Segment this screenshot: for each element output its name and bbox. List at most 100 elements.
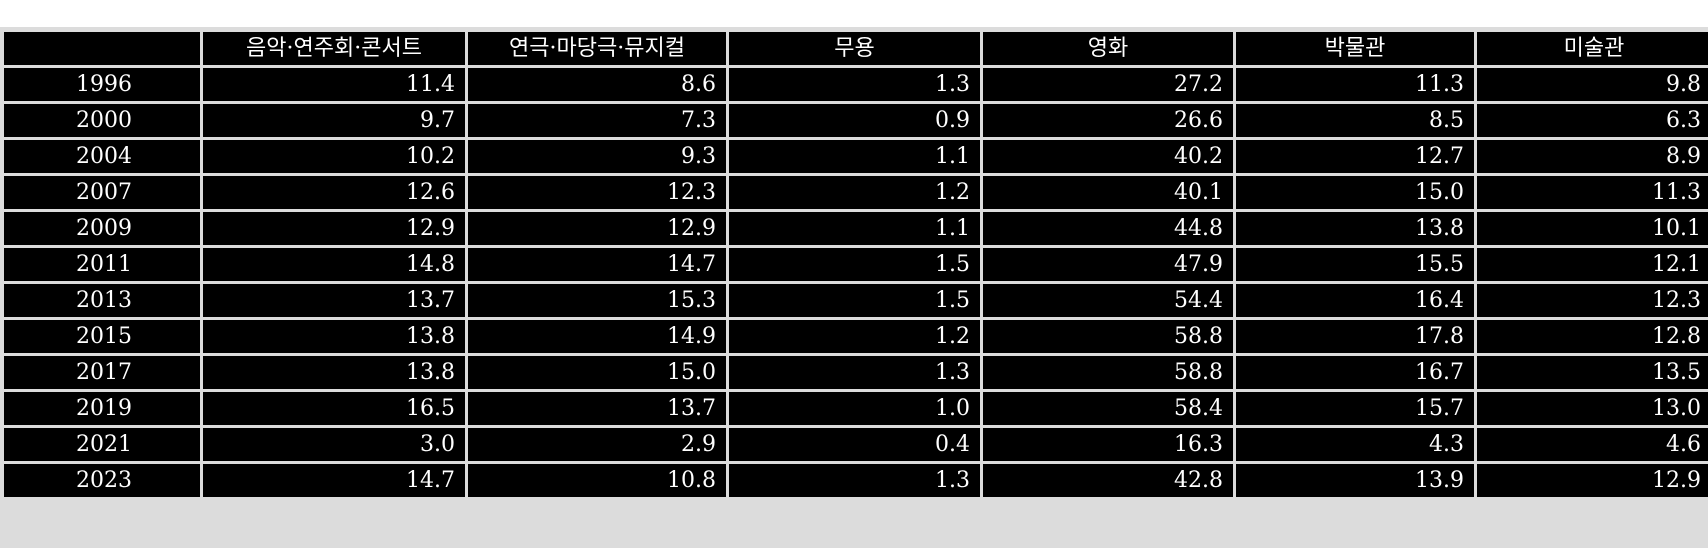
table-row: 2021 3.0 2.9 0.4 16.3 4.3 4.6: [4, 428, 1708, 461]
table-cell: 27.2: [983, 68, 1233, 101]
table-cell: 10.2: [203, 140, 465, 173]
table-cell: 14.7: [203, 464, 465, 497]
table-cell: 11.3: [1236, 68, 1474, 101]
table-cell: 2.9: [468, 428, 726, 461]
table-cell: 42.8: [983, 464, 1233, 497]
table-cell: 13.7: [468, 392, 726, 425]
table-cell: 58.4: [983, 392, 1233, 425]
table-cell: 13.8: [203, 320, 465, 353]
row-header-year: 2000: [4, 104, 200, 137]
table-cell: 13.9: [1236, 464, 1474, 497]
table-cell: 26.6: [983, 104, 1233, 137]
table-cell: 12.9: [468, 212, 726, 245]
column-header: 영화: [983, 32, 1233, 65]
table-cell: 1.3: [729, 464, 980, 497]
table-cell: 54.4: [983, 284, 1233, 317]
table-row: 2009 12.9 12.9 1.1 44.8 13.8 10.1: [4, 212, 1708, 245]
header-corner-cell: [4, 32, 200, 65]
table-cell: 12.8: [1477, 320, 1708, 353]
table-cell: 47.9: [983, 248, 1233, 281]
table-cell: 40.2: [983, 140, 1233, 173]
header-row: 음악·연주회·콘서트 연극·마당극·뮤지컬 무용 영화 박물관 미술관: [4, 32, 1708, 65]
table-cell: 8.5: [1236, 104, 1474, 137]
row-header-year: 2004: [4, 140, 200, 173]
table-row: 2007 12.6 12.3 1.2 40.1 15.0 11.3: [4, 176, 1708, 209]
table-cell: 15.0: [468, 356, 726, 389]
table-cell: 14.8: [203, 248, 465, 281]
column-header: 음악·연주회·콘서트: [203, 32, 465, 65]
row-header-year: 1996: [4, 68, 200, 101]
table-cell: 15.3: [468, 284, 726, 317]
table-cell: 11.4: [203, 68, 465, 101]
table-cell: 4.3: [1236, 428, 1474, 461]
table-cell: 17.8: [1236, 320, 1474, 353]
table-cell: 6.3: [1477, 104, 1708, 137]
table-cell: 1.5: [729, 284, 980, 317]
table-cell: 9.3: [468, 140, 726, 173]
table-row: 2000 9.7 7.3 0.9 26.6 8.5 6.3: [4, 104, 1708, 137]
table-cell: 12.9: [1477, 464, 1708, 497]
table-cell: 12.3: [468, 176, 726, 209]
table-cell: 13.8: [1236, 212, 1474, 245]
table-row: 2015 13.8 14.9 1.2 58.8 17.8 12.8: [4, 320, 1708, 353]
table-cell: 10.1: [1477, 212, 1708, 245]
table-cell: 1.1: [729, 212, 980, 245]
table-cell: 12.3: [1477, 284, 1708, 317]
table-cell: 12.1: [1477, 248, 1708, 281]
column-header: 무용: [729, 32, 980, 65]
table-cell: 12.9: [203, 212, 465, 245]
table-cell: 16.4: [1236, 284, 1474, 317]
table-cell: 10.8: [468, 464, 726, 497]
table-cell: 4.6: [1477, 428, 1708, 461]
table-cell: 0.4: [729, 428, 980, 461]
row-header-year: 2007: [4, 176, 200, 209]
table-row: 2017 13.8 15.0 1.3 58.8 16.7 13.5: [4, 356, 1708, 389]
row-header-year: 2021: [4, 428, 200, 461]
row-header-year: 2023: [4, 464, 200, 497]
column-header: 미술관: [1477, 32, 1708, 65]
table-cell: 11.3: [1477, 176, 1708, 209]
table-cell: 13.7: [203, 284, 465, 317]
row-header-year: 2015: [4, 320, 200, 353]
table-cell: 1.2: [729, 320, 980, 353]
table-cell: 14.9: [468, 320, 726, 353]
table-body: 1996 11.4 8.6 1.3 27.2 11.3 9.8 2000 9.7 7.3 0.9 26…: [4, 68, 1708, 497]
table-cell: 0.9: [729, 104, 980, 137]
table-row: 2004 10.2 9.3 1.1 40.2 12.7 8.9: [4, 140, 1708, 173]
table-cell: 13.5: [1477, 356, 1708, 389]
row-header-year: 2009: [4, 212, 200, 245]
table-row: 2013 13.7 15.3 1.5 54.4 16.4 12.3: [4, 284, 1708, 317]
table-cell: 15.5: [1236, 248, 1474, 281]
table-cell: 14.7: [468, 248, 726, 281]
row-header-year: 2019: [4, 392, 200, 425]
table-container: 음악·연주회·콘서트 연극·마당극·뮤지컬 무용 영화 박물관 미술관 1996…: [0, 27, 1708, 548]
table-cell: 44.8: [983, 212, 1233, 245]
row-header-year: 2011: [4, 248, 200, 281]
table-cell: 1.0: [729, 392, 980, 425]
table-row: 2019 16.5 13.7 1.0 58.4 15.7 13.0: [4, 392, 1708, 425]
table-row: 1996 11.4 8.6 1.3 27.2 11.3 9.8: [4, 68, 1708, 101]
table-cell: 9.7: [203, 104, 465, 137]
table-cell: 1.3: [729, 68, 980, 101]
table-cell: 1.3: [729, 356, 980, 389]
table-row: 2023 14.7 10.8 1.3 42.8 13.9 12.9: [4, 464, 1708, 497]
column-header: 박물관: [1236, 32, 1474, 65]
table-cell: 40.1: [983, 176, 1233, 209]
table-cell: 58.8: [983, 320, 1233, 353]
table-cell: 12.6: [203, 176, 465, 209]
table-cell: 15.0: [1236, 176, 1474, 209]
table-cell: 12.7: [1236, 140, 1474, 173]
table-cell: 8.6: [468, 68, 726, 101]
table-cell: 16.5: [203, 392, 465, 425]
table-cell: 13.0: [1477, 392, 1708, 425]
table-cell: 16.3: [983, 428, 1233, 461]
table-cell: 1.1: [729, 140, 980, 173]
table-cell: 3.0: [203, 428, 465, 461]
table-cell: 58.8: [983, 356, 1233, 389]
table-cell: 8.9: [1477, 140, 1708, 173]
row-header-year: 2013: [4, 284, 200, 317]
table-cell: 1.5: [729, 248, 980, 281]
table-cell: 13.8: [203, 356, 465, 389]
table-cell: 9.8: [1477, 68, 1708, 101]
table-cell: 1.2: [729, 176, 980, 209]
